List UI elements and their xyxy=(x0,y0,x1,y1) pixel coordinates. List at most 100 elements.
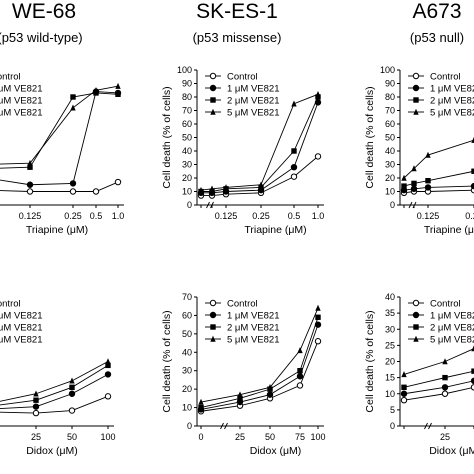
column-title-skes1: SK-ES-1 xyxy=(196,0,278,23)
x-tick-label: 0.125 xyxy=(417,211,440,221)
data-point xyxy=(315,91,321,97)
data-point xyxy=(198,398,204,405)
legend-marker xyxy=(412,299,420,307)
legend-label: Control xyxy=(0,299,21,310)
y-tick-label: 30 xyxy=(385,324,395,334)
legend-marker xyxy=(413,108,419,115)
x-tick-label: 50 xyxy=(67,432,77,442)
data-point xyxy=(411,165,417,172)
legend-marker xyxy=(413,97,419,103)
data-point xyxy=(442,358,448,365)
y-tick-label: 100 xyxy=(380,65,395,75)
series-2-m-ve821 xyxy=(401,168,474,189)
x-tick-label: 25 xyxy=(440,432,450,442)
data-point xyxy=(401,174,407,181)
legend-marker xyxy=(412,84,420,92)
y-tick-label: 20 xyxy=(385,357,395,367)
y-tick-label: 90 xyxy=(182,79,192,89)
data-point xyxy=(425,151,431,158)
legend-marker xyxy=(413,335,419,342)
data-point xyxy=(69,377,75,384)
column-title-a673: A673 xyxy=(412,0,461,23)
x-tick-label: 25 xyxy=(31,432,41,442)
y-tick-label: 40 xyxy=(385,292,395,302)
column-subtitle-a673: (p53 null) xyxy=(410,30,464,45)
y-tick-label: 10 xyxy=(385,187,395,197)
x-axis-title: Didox (μM) xyxy=(250,445,302,457)
data-point xyxy=(266,391,274,398)
series-line xyxy=(0,364,109,406)
y-tick-label: 0 xyxy=(187,421,192,431)
data-point xyxy=(105,362,111,369)
series-line xyxy=(403,170,474,187)
legend-label: Control xyxy=(430,72,461,83)
legend-marker xyxy=(210,97,216,103)
legend-label: 2 μM VE821 xyxy=(227,96,279,107)
data-point xyxy=(441,390,449,397)
y-tick-label: 50 xyxy=(385,133,395,143)
legend-label: 2 μM VE821 xyxy=(430,323,474,334)
y-tick-label: 80 xyxy=(385,92,395,102)
data-point xyxy=(104,393,112,400)
y-tick-label: 60 xyxy=(182,310,192,320)
y-tick-label: 40 xyxy=(182,146,192,156)
y-tick-label: 5 xyxy=(390,405,395,415)
series-1-m-ve821 xyxy=(400,377,474,397)
data-point xyxy=(198,404,204,411)
legend-label: 2 μM VE821 xyxy=(227,323,279,334)
y-tick-label: 60 xyxy=(182,119,192,129)
y-tick-label: 40 xyxy=(182,347,192,357)
data-point xyxy=(114,178,122,186)
x-axis-title: Triapine (μM) xyxy=(26,224,88,236)
data-point xyxy=(115,82,121,89)
x-tick-label: 100 xyxy=(100,432,115,442)
data-point xyxy=(70,94,76,100)
data-point xyxy=(69,180,77,187)
y-tick-label: 70 xyxy=(182,106,192,116)
series-line xyxy=(0,181,119,192)
data-point xyxy=(70,104,76,111)
legend-marker xyxy=(209,72,217,80)
legend-label: 2 μM VE821 xyxy=(430,96,474,107)
legend-label: 5 μM VE821 xyxy=(227,335,279,346)
series-5-m-ve821 xyxy=(198,91,321,193)
y-tick-label: 40 xyxy=(385,146,395,156)
data-point xyxy=(471,345,474,352)
data-point xyxy=(32,409,40,417)
legend-marker xyxy=(210,324,216,330)
y-tick-label: 15 xyxy=(385,373,395,383)
data-point xyxy=(401,384,407,390)
data-point xyxy=(401,371,407,378)
y-axis-title: Cell death (% of cells) xyxy=(161,86,173,188)
data-point xyxy=(297,368,303,374)
panel-sk-es-1-triapine: 0 10 20 30 40 50 60 70 80 90 100 0.125 0.25 0.5 1.0 Tri… xyxy=(161,65,324,236)
legend-label: Control xyxy=(0,72,21,83)
x-tick-label: 75 xyxy=(295,432,305,442)
data-point xyxy=(32,403,40,410)
series-line xyxy=(200,93,319,191)
series-control xyxy=(400,384,474,404)
y-tick-label: 0 xyxy=(390,200,395,210)
data-point xyxy=(92,188,100,195)
data-point xyxy=(27,159,33,166)
data-point xyxy=(471,136,474,143)
legend-label: Control xyxy=(227,72,258,83)
legend-marker xyxy=(412,311,420,319)
legend-label: 2 μM VE821 xyxy=(0,323,42,334)
data-point xyxy=(315,314,321,320)
series-1-m-ve821 xyxy=(0,371,112,410)
legend-marker xyxy=(210,108,216,115)
axis-break-mark xyxy=(220,422,228,430)
data-point xyxy=(442,374,448,381)
y-tick-label: 0 xyxy=(187,200,192,210)
y-tick-label: 100 xyxy=(177,65,192,75)
series-5-m-ve821 xyxy=(401,136,474,181)
series-5-m-ve821 xyxy=(401,345,474,378)
series-5-m-ve821 xyxy=(198,304,321,405)
data-point xyxy=(400,390,408,397)
x-tick-label: 0.25 xyxy=(64,211,82,221)
x-axis-title: Didox (μM) xyxy=(429,445,474,457)
x-tick-label: 1.0 xyxy=(112,211,125,221)
